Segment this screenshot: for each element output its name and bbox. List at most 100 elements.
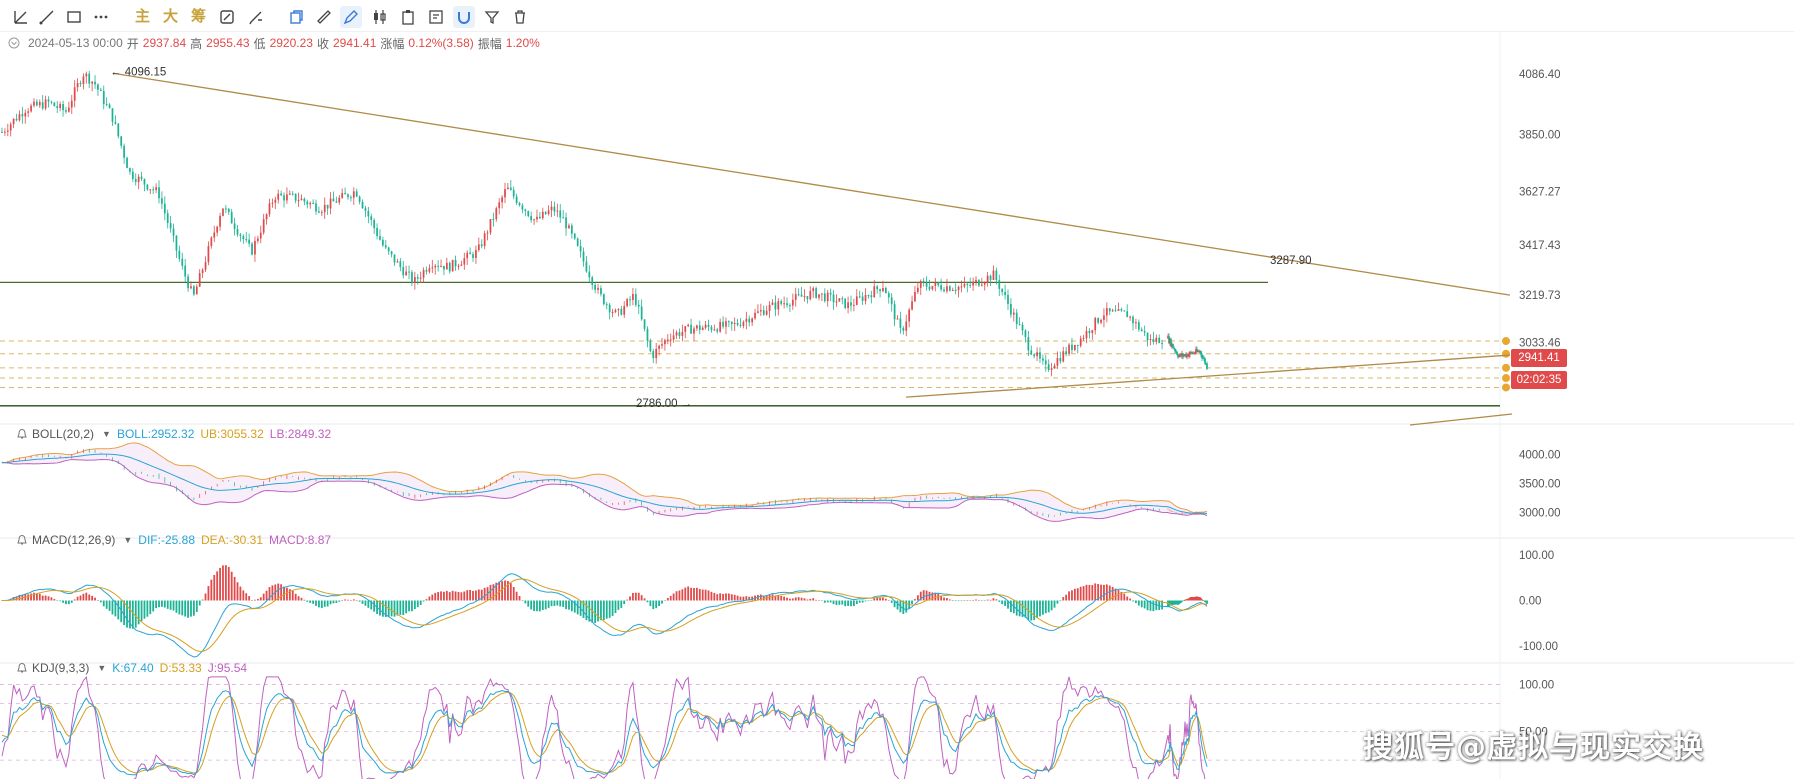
- candle-body: [544, 211, 547, 215]
- candle: [1079, 335, 1082, 348]
- rectangle-icon[interactable]: [63, 6, 85, 28]
- candle-body: [495, 208, 498, 220]
- macd-histogram-bar: [1, 600, 3, 601]
- candle: [1202, 354, 1204, 359]
- candle: [1168, 333, 1170, 345]
- note-icon[interactable]: [425, 6, 447, 28]
- candle: [193, 285, 195, 296]
- open-value: 2937.84: [142, 36, 187, 50]
- macd-histogram-bar: [352, 599, 355, 601]
- magnet-icon[interactable]: [453, 6, 475, 28]
- chevron-down-icon[interactable]: ▼: [102, 429, 111, 439]
- candle: [33, 98, 35, 108]
- candle: [1176, 350, 1178, 356]
- candle: [533, 218, 535, 225]
- ruler-icon[interactable]: [313, 6, 335, 28]
- edit-icon[interactable]: [216, 6, 238, 28]
- candle-body: [376, 228, 378, 237]
- chevron-down-icon[interactable]: ▼: [97, 663, 107, 673]
- candle: [914, 286, 916, 303]
- candle-body: [1056, 358, 1059, 366]
- macd-histogram-bar: [786, 597, 788, 601]
- ray-icon[interactable]: [36, 6, 58, 28]
- candle-body: [198, 273, 201, 287]
- pen-icon[interactable]: [340, 6, 362, 28]
- candle: [1007, 289, 1009, 310]
- candle: [102, 85, 105, 110]
- candle-body: [600, 288, 602, 295]
- kdj-legend: KDJ(9,3,3) ▼ K:67.40 D:53.33 J:95.54: [16, 660, 253, 676]
- macd-histogram-bar: [82, 593, 85, 601]
- macd-histogram-bar: [1179, 600, 1181, 604]
- macd-histogram-bar: [943, 597, 945, 601]
- macd-histogram-bar: [806, 599, 809, 601]
- candle-body: [853, 304, 855, 306]
- trend-line-icon[interactable]: [10, 6, 32, 28]
- candle-icon[interactable]: [369, 6, 391, 28]
- candle-body: [1176, 351, 1178, 355]
- candle-body: [547, 210, 550, 215]
- candle: [1076, 344, 1079, 354]
- macd-histogram-bar: [291, 590, 294, 601]
- candle: [597, 283, 599, 294]
- macd-histogram-bar: [852, 600, 855, 606]
- candle-body: [675, 332, 678, 336]
- candle-body: [524, 209, 527, 212]
- candle: [725, 317, 727, 335]
- macd-histogram-bar: [192, 600, 195, 616]
- candle: [957, 285, 960, 298]
- candle-body: [161, 198, 163, 204]
- candle: [696, 324, 698, 331]
- macd-histogram-bar: [690, 587, 692, 601]
- big-order-tool[interactable]: 大: [163, 7, 179, 25]
- more-icon[interactable]: [90, 6, 112, 28]
- candle-body: [809, 291, 812, 300]
- collapse-icon[interactable]: [8, 37, 20, 49]
- macd-histogram-bar: [114, 600, 117, 617]
- chevron-down-icon[interactable]: ▼: [123, 535, 133, 545]
- candle-body: [326, 204, 329, 209]
- filter-icon[interactable]: [481, 6, 503, 28]
- candle-body: [844, 298, 847, 309]
- candle: [1137, 319, 1140, 332]
- candle: [1183, 354, 1185, 358]
- candle-body: [1193, 352, 1195, 354]
- clipboard-icon[interactable]: [397, 6, 419, 28]
- candle: [1039, 347, 1041, 363]
- candle: [149, 189, 152, 195]
- macd-histogram-bar: [829, 600, 832, 603]
- macd-histogram-bar: [1149, 600, 1152, 611]
- chip-tool[interactable]: 筹: [191, 7, 207, 25]
- macd-histogram-bar: [236, 582, 239, 601]
- candle: [634, 288, 637, 307]
- candle: [65, 106, 67, 114]
- candle-body: [82, 76, 85, 85]
- bell-icon[interactable]: [16, 428, 28, 440]
- bell-icon[interactable]: [16, 662, 28, 674]
- trash-icon[interactable]: [509, 6, 531, 28]
- bell-icon[interactable]: [16, 534, 28, 546]
- candle-body: [318, 211, 320, 213]
- macd-histogram-bar: [695, 587, 698, 601]
- macd-histogram-bar: [265, 590, 268, 601]
- brush-icon[interactable]: [245, 6, 267, 28]
- candle-body: [608, 304, 611, 313]
- macd-histogram-bar: [56, 600, 59, 601]
- candle: [105, 97, 108, 107]
- main-force-tool[interactable]: 主: [135, 7, 151, 25]
- macd-histogram-bar: [1185, 599, 1187, 601]
- macd-histogram-bar: [88, 594, 91, 601]
- candle: [1182, 353, 1184, 360]
- candle-body: [466, 252, 469, 259]
- macd-histogram-bar: [1044, 600, 1047, 614]
- candle-body: [41, 102, 44, 109]
- candle: [1065, 346, 1068, 357]
- candle-body: [666, 339, 669, 341]
- candle-body: [387, 247, 390, 252]
- copy-icon[interactable]: [285, 6, 307, 28]
- macd-histogram-bar: [79, 595, 82, 601]
- candle: [198, 269, 201, 287]
- candle: [730, 321, 733, 331]
- candle-body: [722, 321, 724, 327]
